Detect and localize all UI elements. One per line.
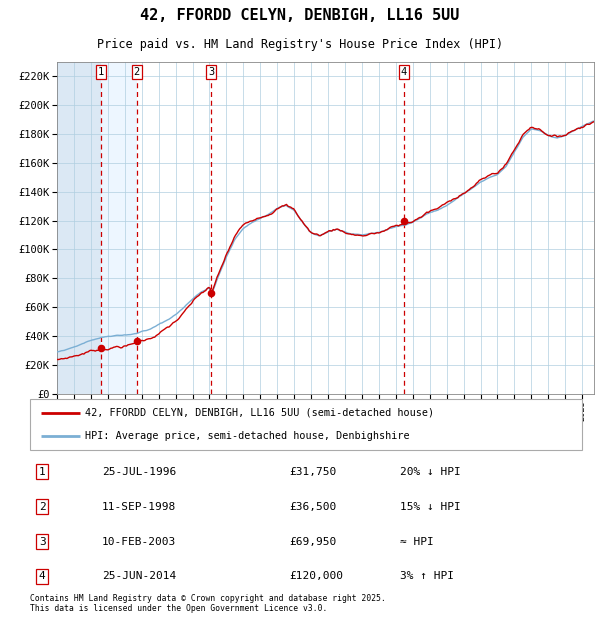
Text: £31,750: £31,750 [289, 467, 337, 477]
Text: ≈ HPI: ≈ HPI [400, 536, 434, 547]
Text: 10-FEB-2003: 10-FEB-2003 [102, 536, 176, 547]
Text: 4: 4 [39, 572, 46, 582]
Text: 2: 2 [133, 67, 140, 77]
Text: 3: 3 [208, 67, 214, 77]
Text: 25-JUL-1996: 25-JUL-1996 [102, 467, 176, 477]
Text: 11-SEP-1998: 11-SEP-1998 [102, 502, 176, 512]
Text: 42, FFORDD CELYN, DENBIGH, LL16 5UU: 42, FFORDD CELYN, DENBIGH, LL16 5UU [140, 8, 460, 23]
Text: 25-JUN-2014: 25-JUN-2014 [102, 572, 176, 582]
Bar [101, 62, 137, 394]
Bar [57, 62, 101, 394]
Text: 4: 4 [401, 67, 407, 77]
Text: £120,000: £120,000 [289, 572, 343, 582]
Text: 1: 1 [97, 67, 104, 77]
Text: £69,950: £69,950 [289, 536, 337, 547]
Text: Price paid vs. HM Land Registry's House Price Index (HPI): Price paid vs. HM Land Registry's House … [97, 38, 503, 51]
Text: 3: 3 [39, 536, 46, 547]
Text: 1: 1 [39, 467, 46, 477]
Text: Contains HM Land Registry data © Crown copyright and database right 2025.
This d: Contains HM Land Registry data © Crown c… [30, 594, 386, 613]
Text: 3% ↑ HPI: 3% ↑ HPI [400, 572, 454, 582]
Text: 20% ↓ HPI: 20% ↓ HPI [400, 467, 461, 477]
Text: 42, FFORDD CELYN, DENBIGH, LL16 5UU (semi-detached house): 42, FFORDD CELYN, DENBIGH, LL16 5UU (sem… [85, 408, 434, 418]
Text: £36,500: £36,500 [289, 502, 337, 512]
Text: HPI: Average price, semi-detached house, Denbighshire: HPI: Average price, semi-detached house,… [85, 432, 410, 441]
Text: 2: 2 [39, 502, 46, 512]
FancyBboxPatch shape [30, 399, 582, 450]
Text: 15% ↓ HPI: 15% ↓ HPI [400, 502, 461, 512]
